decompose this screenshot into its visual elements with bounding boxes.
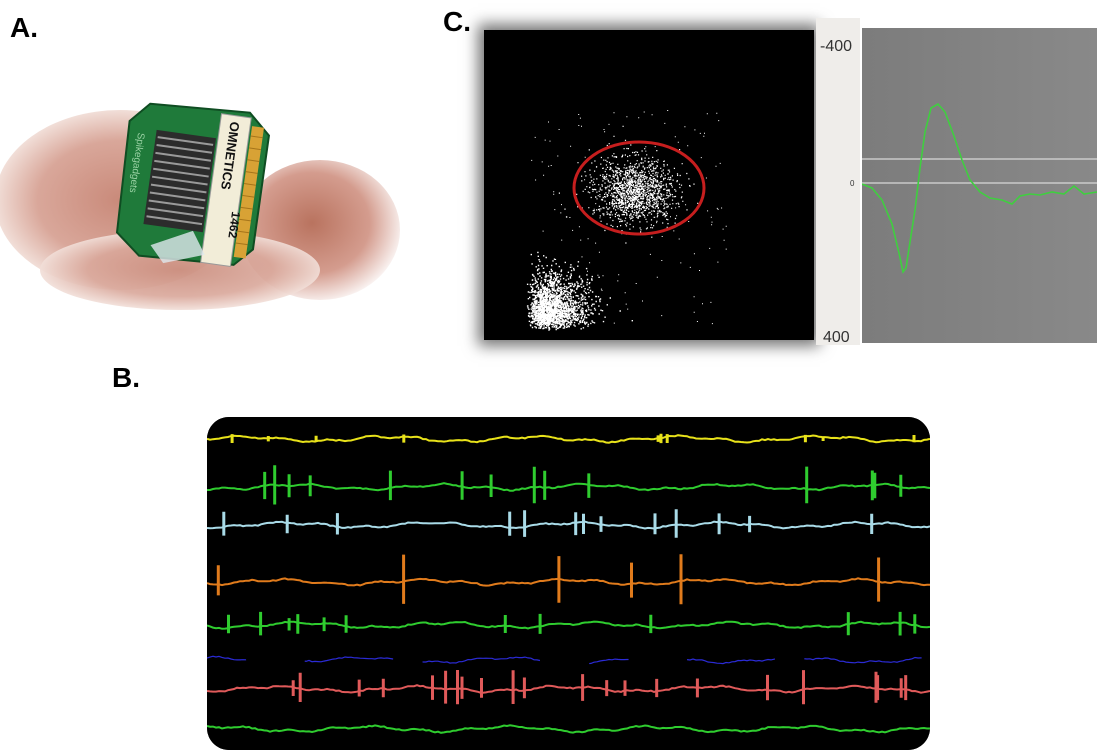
chip-model-text: 1462 bbox=[225, 211, 243, 240]
cluster-scatter-plot bbox=[484, 30, 814, 340]
trace-red bbox=[207, 684, 930, 694]
trace-orange bbox=[207, 577, 930, 587]
cluster-ellipse bbox=[572, 140, 706, 236]
axis-label-bottom: 400 bbox=[823, 329, 850, 346]
trace-green-2 bbox=[207, 620, 930, 630]
trace-lightblue bbox=[207, 520, 930, 530]
multichannel-traces bbox=[207, 417, 930, 750]
panel-label-c: C. bbox=[443, 6, 471, 37]
trace-yellow-spikes bbox=[230, 433, 916, 444]
axis-label-top: -400 bbox=[820, 38, 853, 55]
trace-yellow bbox=[207, 434, 930, 444]
trace-green-3 bbox=[207, 724, 930, 734]
trace-green-1 bbox=[207, 482, 930, 492]
axis-label-zero: 0 bbox=[850, 179, 855, 188]
scatter-points bbox=[526, 110, 727, 331]
headstage-photo: OMNETICS 1462 Spikegadgets bbox=[0, 102, 400, 310]
scatter-point-cloud bbox=[526, 110, 727, 331]
trace-green-2-spikes bbox=[227, 611, 917, 636]
trace-red-spikes bbox=[291, 670, 908, 705]
spike-waveform bbox=[862, 102, 1097, 274]
trace-orange-spikes bbox=[216, 554, 881, 605]
panel-label-b: B. bbox=[112, 362, 140, 393]
trace-group bbox=[207, 433, 930, 734]
panel-label-a: A. bbox=[10, 12, 38, 43]
pcb-chip: OMNETICS 1462 Spikegadgets bbox=[115, 102, 271, 268]
trace-blue bbox=[207, 655, 930, 665]
waveform-axis-strip bbox=[816, 18, 860, 345]
trace-green-1-spikes bbox=[263, 465, 903, 505]
spike-waveform-plot bbox=[862, 28, 1097, 343]
trace-lightblue-spikes bbox=[222, 509, 874, 538]
